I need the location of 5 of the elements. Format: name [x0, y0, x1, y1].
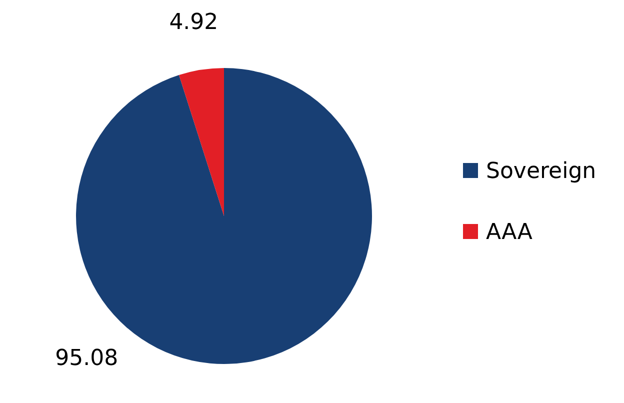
pie-slice: [178, 68, 224, 216]
data-label: 95.08: [55, 346, 118, 371]
legend-label: Sovereign: [486, 159, 596, 184]
legend-label: AAA: [486, 220, 532, 246]
data-label: 4.92: [169, 10, 218, 36]
